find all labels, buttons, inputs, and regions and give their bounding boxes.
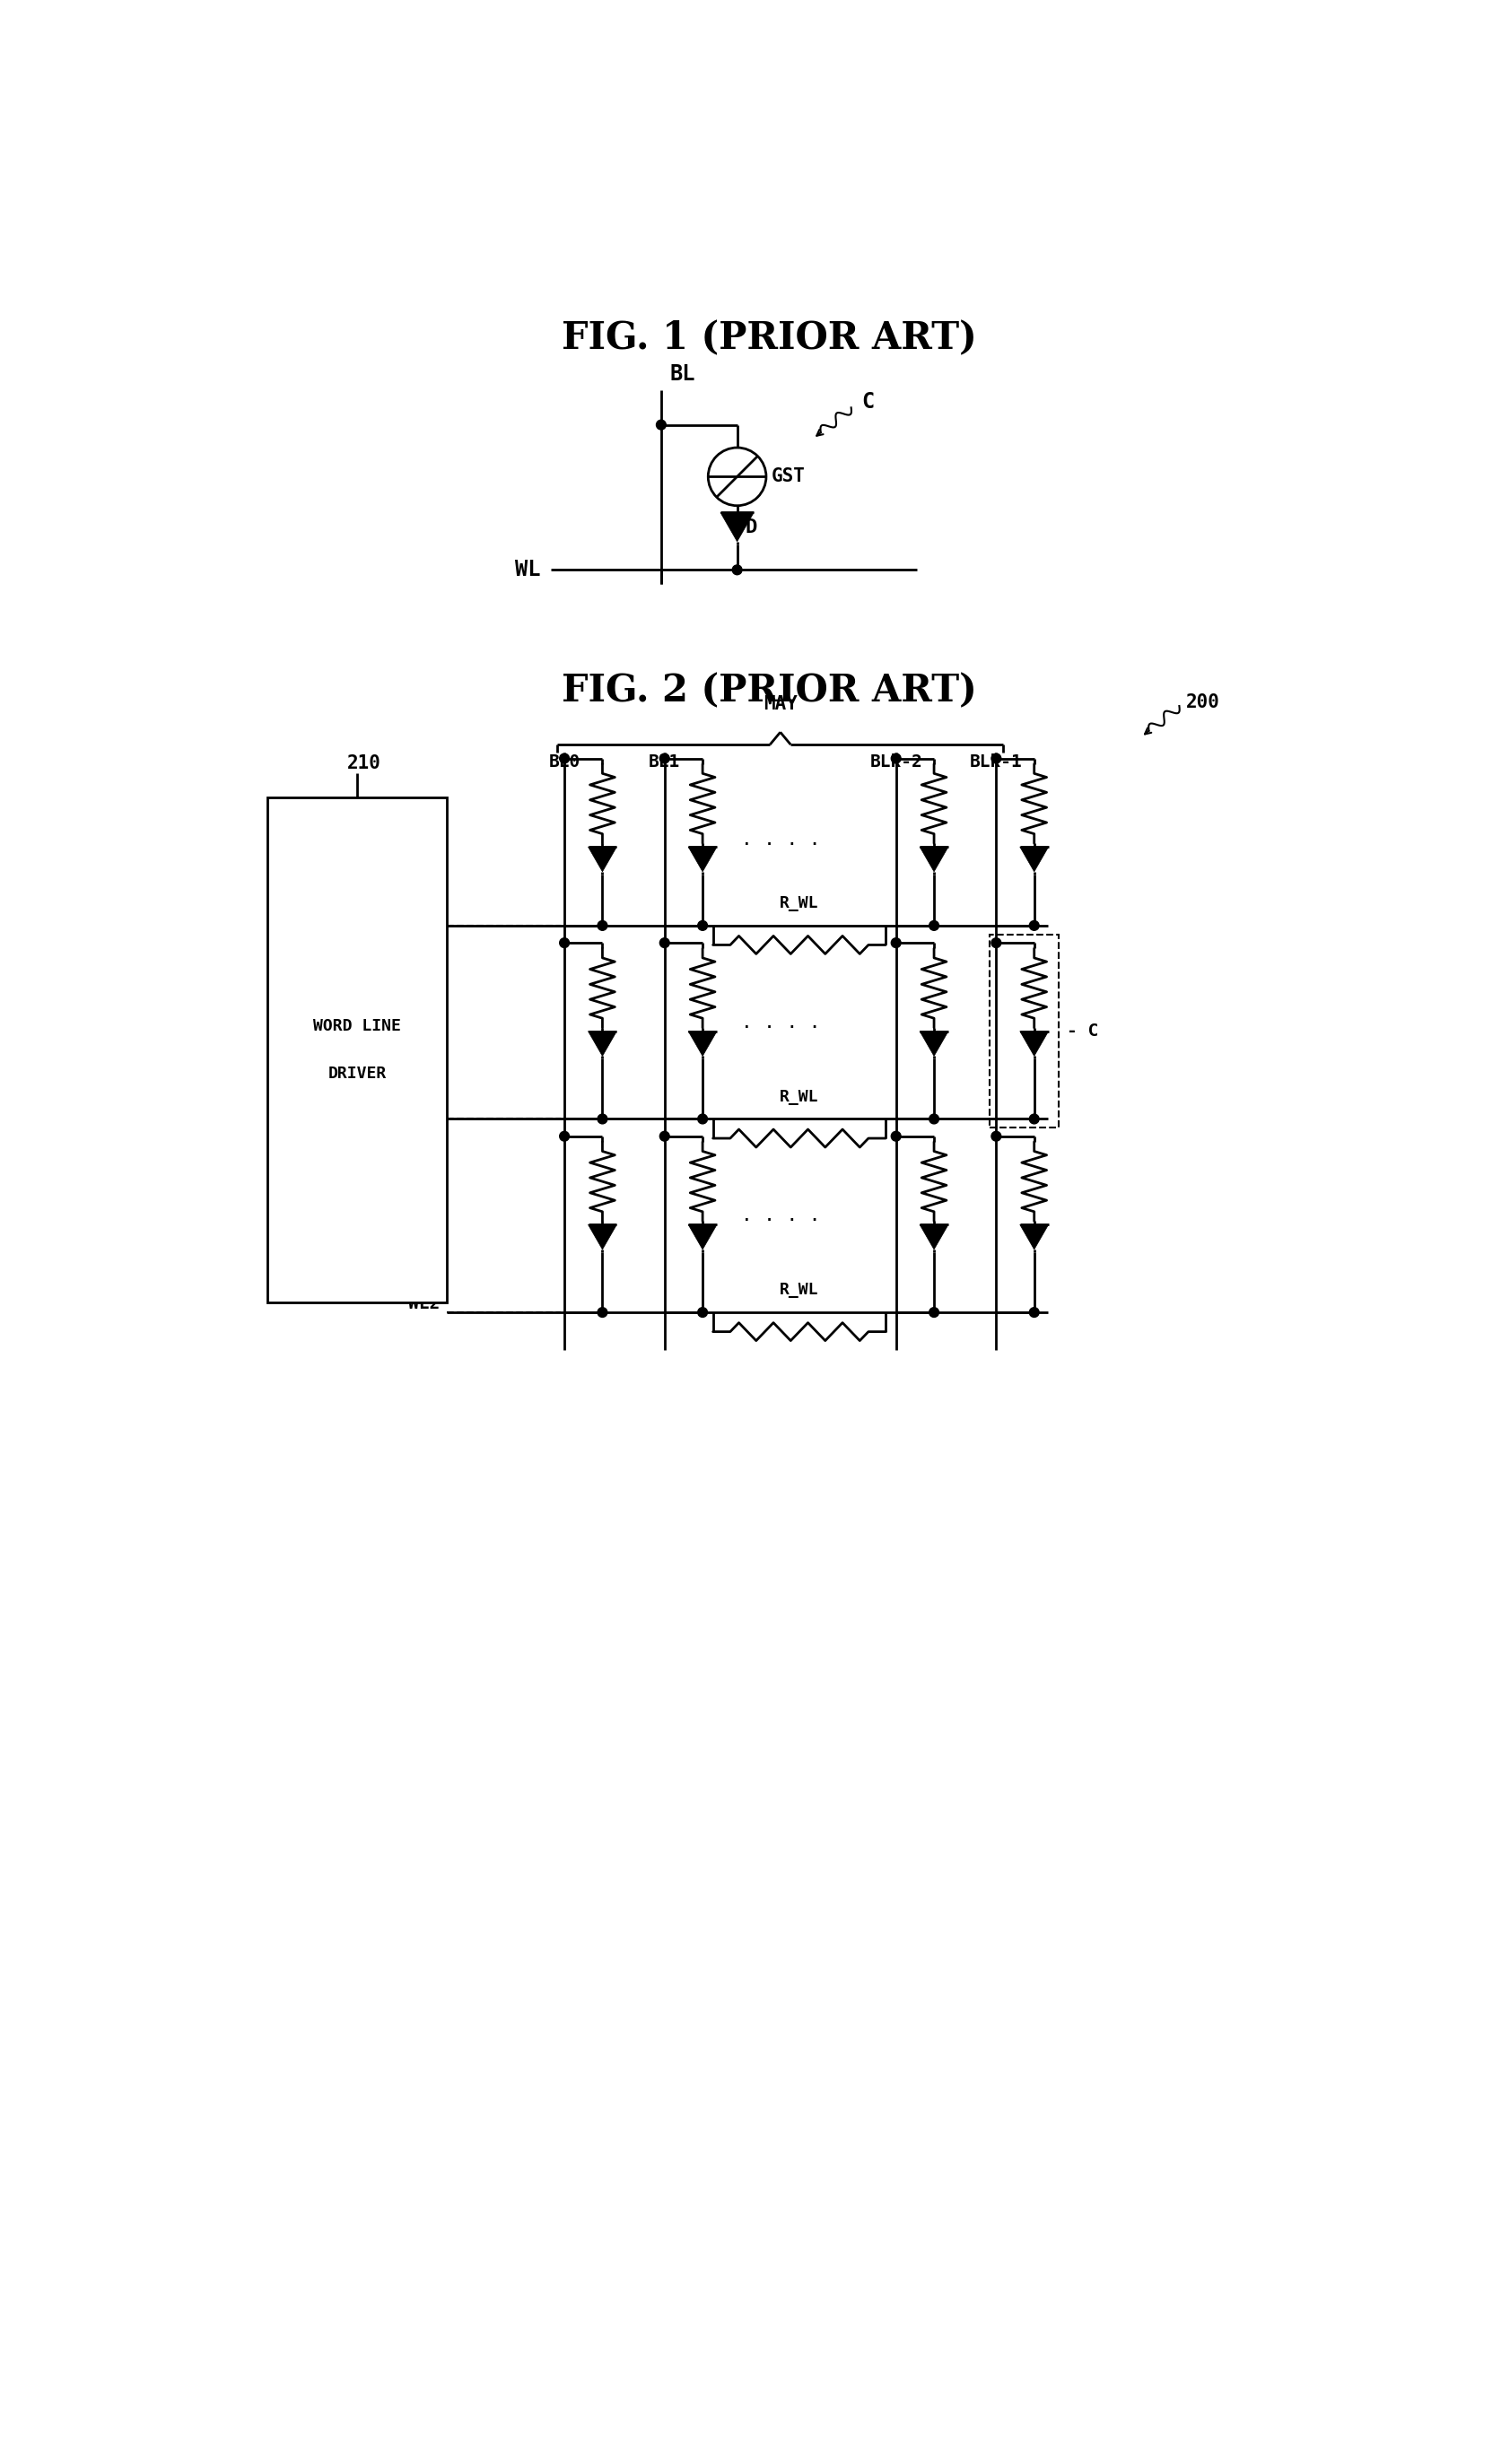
- Polygon shape: [1019, 848, 1049, 872]
- Circle shape: [1030, 1308, 1039, 1318]
- Polygon shape: [689, 1225, 717, 1249]
- Circle shape: [698, 1308, 707, 1318]
- Circle shape: [929, 1114, 938, 1124]
- Text: 210: 210: [347, 754, 381, 771]
- Text: R_WL: R_WL: [781, 894, 820, 912]
- Text: . . . .: . . . .: [740, 1013, 820, 1032]
- Text: WL0: WL0: [408, 909, 440, 926]
- Polygon shape: [588, 848, 617, 872]
- Circle shape: [698, 1114, 707, 1124]
- Text: BL: BL: [669, 362, 695, 384]
- Text: R_WL: R_WL: [781, 1089, 820, 1104]
- Circle shape: [560, 939, 569, 949]
- Text: FIG. 1 (PRIOR ART): FIG. 1 (PRIOR ART): [561, 320, 977, 357]
- Polygon shape: [689, 848, 717, 872]
- Polygon shape: [689, 1032, 717, 1057]
- Polygon shape: [1019, 1032, 1049, 1057]
- Circle shape: [597, 1308, 608, 1318]
- Text: BL1: BL1: [648, 754, 680, 771]
- Text: FIG. 2 (PRIOR ART): FIG. 2 (PRIOR ART): [561, 673, 977, 710]
- Text: MAY: MAY: [764, 695, 797, 715]
- Text: . . . .: . . . .: [740, 830, 820, 848]
- Bar: [989, 934, 1058, 1126]
- Polygon shape: [920, 848, 949, 872]
- Text: GST: GST: [772, 468, 806, 485]
- Polygon shape: [920, 1032, 949, 1057]
- Text: WL2: WL2: [408, 1296, 440, 1313]
- Text: BL0: BL0: [549, 754, 581, 771]
- Text: BLk-2: BLk-2: [869, 754, 923, 771]
- Text: C: C: [862, 392, 874, 414]
- Circle shape: [560, 754, 569, 764]
- Polygon shape: [920, 1225, 949, 1249]
- Text: R_WL: R_WL: [781, 1281, 820, 1299]
- Circle shape: [732, 564, 741, 574]
- Text: WORD LINE: WORD LINE: [314, 1018, 401, 1035]
- Circle shape: [660, 939, 669, 949]
- Polygon shape: [588, 1032, 617, 1057]
- Text: - C: - C: [1067, 1023, 1099, 1040]
- Polygon shape: [1019, 1225, 1049, 1249]
- Text: 200: 200: [1186, 692, 1220, 712]
- Polygon shape: [720, 513, 754, 542]
- Text: WL1: WL1: [408, 1101, 440, 1119]
- Circle shape: [597, 1114, 608, 1124]
- Circle shape: [660, 1131, 669, 1141]
- Circle shape: [892, 1131, 901, 1141]
- Circle shape: [892, 754, 901, 764]
- Circle shape: [1030, 1114, 1039, 1124]
- Text: VSS: VSS: [342, 1008, 372, 1025]
- Circle shape: [991, 1131, 1001, 1141]
- Circle shape: [698, 922, 707, 931]
- Circle shape: [892, 939, 901, 949]
- Text: D: D: [746, 517, 758, 537]
- Circle shape: [656, 419, 666, 429]
- Polygon shape: [588, 1225, 617, 1249]
- Circle shape: [991, 754, 1001, 764]
- Circle shape: [929, 1308, 938, 1318]
- Text: BLk-1: BLk-1: [970, 754, 1022, 771]
- Circle shape: [1030, 922, 1039, 931]
- Circle shape: [660, 754, 669, 764]
- Circle shape: [597, 922, 608, 931]
- Circle shape: [929, 922, 938, 931]
- Text: DRIVER: DRIVER: [327, 1067, 386, 1082]
- Circle shape: [560, 1131, 569, 1141]
- Text: WL: WL: [515, 559, 540, 582]
- Circle shape: [991, 939, 1001, 949]
- Bar: [267, 798, 447, 1301]
- Text: . . . .: . . . .: [740, 1207, 820, 1225]
